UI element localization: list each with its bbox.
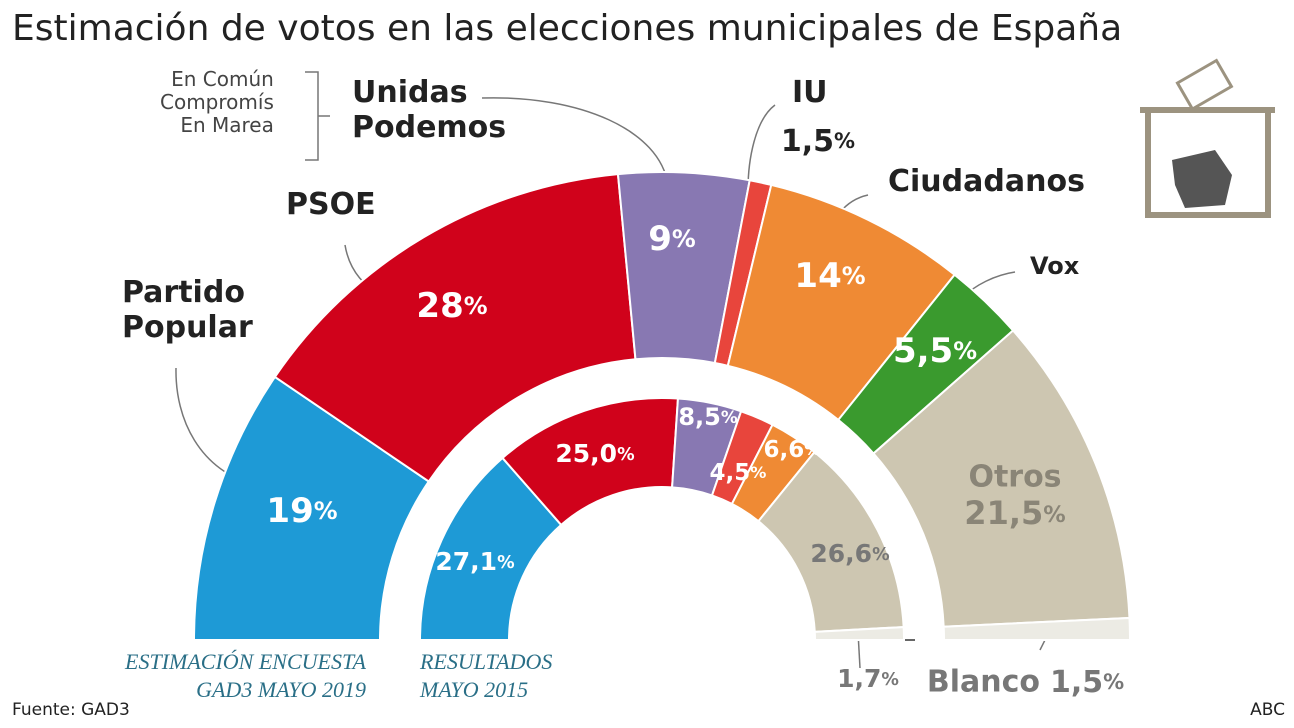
category-label: Otros xyxy=(968,460,1061,495)
ballot-icon xyxy=(1140,58,1275,218)
value-label: 28% xyxy=(416,286,487,326)
value-label: 4,5% xyxy=(710,460,767,486)
value-label: 5,5% xyxy=(893,331,977,371)
value-label: 1,7% xyxy=(837,664,899,693)
value-label: 1,5% xyxy=(1050,665,1124,700)
value-label: 1,5% xyxy=(781,124,855,159)
value-label: 8,5% xyxy=(678,403,738,431)
category-label: Blanco xyxy=(927,665,1040,700)
segment xyxy=(813,626,906,641)
legend-label: ESTIMACIÓN ENCUESTA GAD3 MAYO 2019 xyxy=(125,649,366,702)
source: Fuente: GAD3 xyxy=(12,700,130,720)
value-label: 21,5% xyxy=(964,494,1065,532)
value-label: 25,0% xyxy=(555,439,634,468)
category-label: Unidas Podemos xyxy=(352,75,507,145)
value-label: 27,1% xyxy=(435,547,514,576)
category-label: Vox xyxy=(1030,252,1080,280)
credit: ABC xyxy=(1250,700,1285,720)
chart-title: Estimación de votos en las elecciones mu… xyxy=(12,8,1122,49)
category-label: Partido Popular xyxy=(122,275,253,345)
value-label: 26,6% xyxy=(810,539,889,568)
annotation: En Común Compromís En Marea xyxy=(160,67,274,137)
value-label: 9% xyxy=(648,219,696,259)
segment xyxy=(273,172,637,483)
legend-label: RESULTADOS MAYO 2015 xyxy=(420,649,553,702)
category-label: PSOE xyxy=(286,187,376,222)
value-label: 19% xyxy=(266,491,337,531)
value-label: 14% xyxy=(794,256,865,296)
category-label: Ciudadanos xyxy=(888,164,1085,199)
segment xyxy=(942,616,1132,641)
value-label: 6,6% xyxy=(764,437,821,463)
category-label: IU xyxy=(792,75,828,110)
